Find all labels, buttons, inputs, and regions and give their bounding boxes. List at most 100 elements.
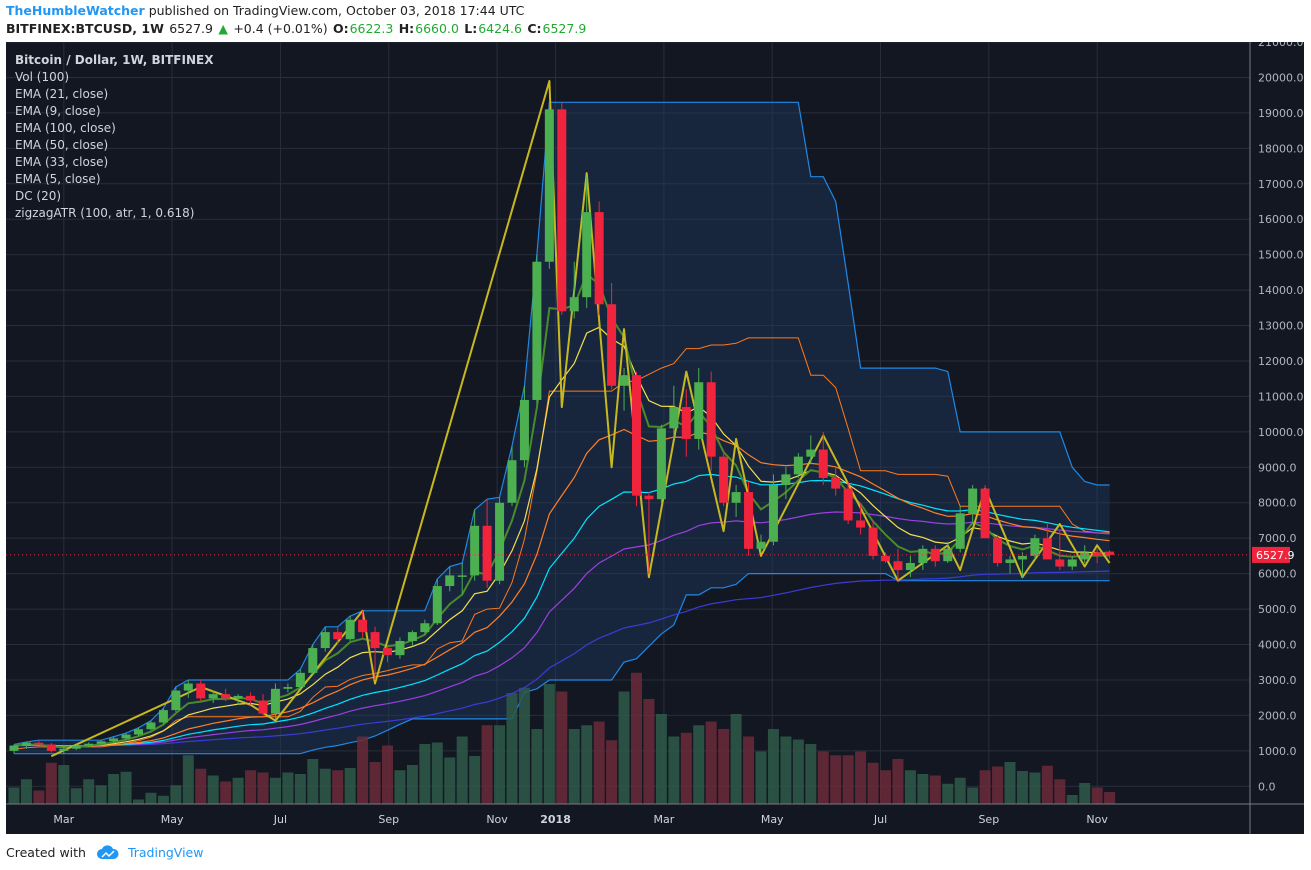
volume-bar — [792, 739, 804, 804]
ema-21-line — [13, 428, 1110, 747]
close-value: 6527.9 — [542, 21, 587, 36]
volume-bar — [693, 725, 705, 804]
y-tick-label: 14000.0 — [1258, 284, 1304, 297]
volume-bar — [182, 755, 194, 804]
x-tick-label: May — [161, 813, 184, 826]
legend-item: EMA (9, close) — [15, 104, 101, 118]
last-price: 6527.9 — [169, 21, 213, 36]
volume-bar — [606, 740, 618, 804]
volume-bar — [481, 725, 493, 804]
ema-100-line — [14, 570, 1110, 747]
tradingview-link[interactable]: TradingView — [127, 845, 204, 860]
candle-body — [383, 648, 392, 656]
x-tick-label: Mar — [654, 813, 675, 826]
legend: Bitcoin / Dollar, 1W, BITFINEX Vol (100) E… — [15, 53, 214, 220]
volume-bars — [8, 672, 1116, 804]
open-label: O: — [332, 21, 349, 36]
y-tick-label: 19000.0 — [1258, 107, 1304, 120]
symbol-label[interactable]: BITFINEX:BTCUSD, 1W — [6, 21, 164, 36]
volume-bar — [942, 783, 954, 804]
legend-item: EMA (33, close) — [15, 155, 108, 169]
volume-bar — [332, 770, 344, 804]
candle-body — [1030, 538, 1040, 556]
volume-bar — [494, 725, 506, 804]
candle-body — [719, 456, 729, 503]
legend-item: Vol (100) — [15, 70, 69, 84]
y-tick-label: 16000.0 — [1258, 213, 1304, 226]
x-tick-label: Jul — [273, 813, 287, 826]
candle-body — [843, 488, 853, 521]
candles — [9, 102, 1115, 754]
candle-body — [781, 474, 791, 486]
candle-body — [208, 694, 218, 699]
candle-body — [295, 672, 305, 688]
volume-bar — [1004, 762, 1016, 804]
y-tick-label: 4000.0 — [1258, 639, 1297, 652]
high-label: H: — [398, 21, 415, 36]
price-chart[interactable]: 21000.0 20000.0 19000.0 18000.0 17000.0 16000… — [6, 42, 1304, 834]
volume-bar — [1029, 772, 1041, 804]
volume-bar — [842, 755, 854, 804]
legend-item: zigzagATR (100, atr, 1, 0.618) — [15, 206, 194, 220]
x-tick-label: Nov — [486, 813, 508, 826]
candle-body — [507, 460, 517, 503]
y-tick-label: 21000.0 — [1258, 42, 1304, 49]
candle-body — [557, 109, 567, 312]
volume-bar — [780, 736, 792, 804]
candle-body — [146, 722, 156, 730]
volume-bar — [743, 736, 755, 804]
x-tick-label: Sep — [978, 813, 999, 826]
candle-body — [1017, 555, 1027, 560]
published-text: published on TradingView.com, October 03… — [148, 3, 525, 18]
y-tick-label: 20000.0 — [1258, 71, 1304, 84]
volume-bar — [157, 795, 169, 804]
volume-bar — [282, 772, 294, 804]
candle-body — [1092, 552, 1102, 556]
volume-bar — [531, 729, 543, 804]
volume-bar — [954, 777, 966, 804]
symbol-bar: BITFINEX:BTCUSD, 1W 6527.9 ▲ +0.4 (+0.01… — [6, 21, 587, 36]
volume-bar — [108, 774, 120, 804]
candle-body — [96, 741, 106, 744]
author-link[interactable]: TheHumbleWatcher — [6, 3, 145, 18]
created-with-label: Created with — [6, 845, 86, 860]
candle-body — [519, 399, 529, 461]
volume-bar — [120, 771, 132, 804]
candle-body — [943, 548, 953, 562]
dc-lower — [14, 573, 1110, 755]
legend-item: EMA (5, close) — [15, 172, 101, 186]
candle-body — [806, 449, 816, 457]
candle-body — [246, 695, 256, 701]
volume-bar — [992, 766, 1004, 804]
volume-bar — [1091, 787, 1103, 804]
volume-bar — [269, 777, 281, 804]
volume-bar — [643, 699, 655, 804]
y-tick-label: 5000.0 — [1258, 603, 1297, 616]
candle-body — [930, 548, 940, 562]
volume-bar — [967, 787, 979, 804]
volume-bar — [45, 762, 57, 804]
candle-body — [694, 382, 704, 439]
price-tag-text: 6527.9 — [1256, 549, 1295, 562]
volume-bar — [207, 775, 219, 804]
volume-bar — [382, 745, 393, 804]
volume-bar — [170, 785, 182, 804]
legend-item: DC (20) — [15, 189, 61, 203]
volume-bar — [892, 759, 904, 804]
candle-body — [457, 575, 467, 577]
volume-bar — [294, 774, 306, 804]
low-label: L: — [464, 21, 478, 36]
candle-body — [158, 710, 168, 723]
volume-bar — [718, 729, 730, 804]
y-tick-label: 10000.0 — [1258, 426, 1304, 439]
cloud-icon — [96, 845, 120, 864]
volume-bar — [419, 744, 431, 804]
candle-body — [9, 745, 19, 751]
volume-bar — [631, 672, 642, 804]
candle-body — [370, 632, 380, 649]
volume-bar — [456, 736, 468, 804]
volume-bar — [917, 774, 929, 804]
candle-body — [594, 212, 604, 305]
volume-bar — [518, 687, 530, 804]
y-tick-label: 11000.0 — [1258, 390, 1304, 403]
